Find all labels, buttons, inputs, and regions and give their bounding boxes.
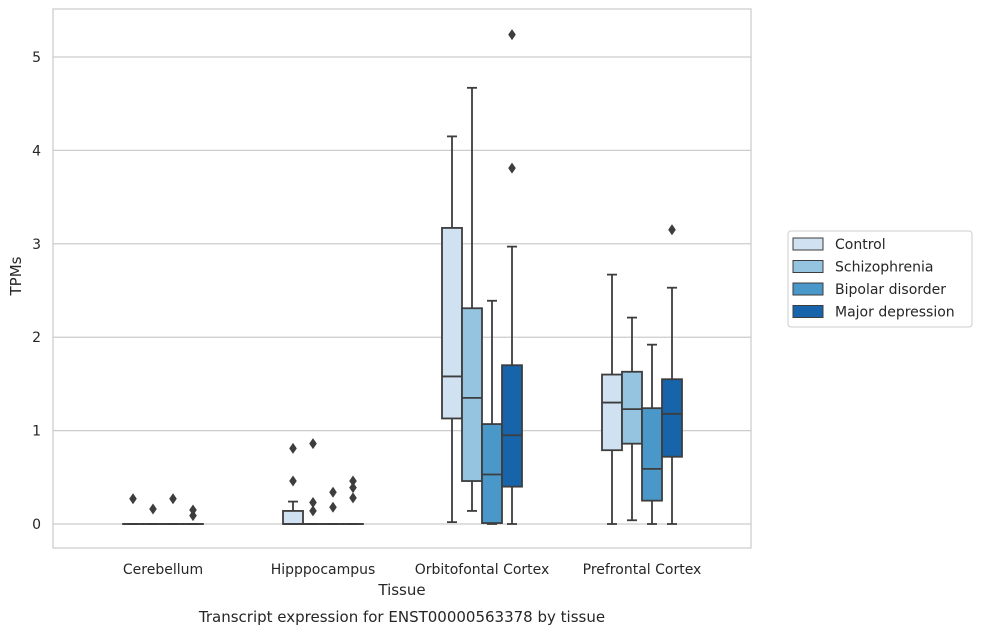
outlier-point [309,505,317,517]
box-1-0 [282,442,304,525]
x-tick-label: Orbitofontal Cortex [415,562,550,578]
box-body [601,373,623,452]
outlier-point [668,224,676,236]
outlier-point [329,501,337,513]
outlier-point [349,475,357,487]
x-tick-label: Hipppocampus [271,562,376,578]
legend-label: Schizophrenia [835,260,933,276]
outlier-point [189,510,197,522]
plot-frame [52,8,752,549]
box-1-1 [302,438,324,525]
box-body [641,407,663,502]
box-1-2 [322,486,344,525]
legend-frame [787,230,973,328]
box-body [501,364,523,488]
box-body [621,370,643,445]
legend-swatch [792,260,824,273]
outlier-point [129,493,137,505]
box-body [282,510,304,525]
legend-swatch [792,237,824,251]
outlier-point [189,504,197,516]
outlier-point [329,486,337,498]
x-tick-label: Prefrontal Cortex [583,562,702,578]
legend-label: Control [835,237,886,253]
box-body [661,378,683,458]
legend-label: Major depression [835,305,955,321]
box-3-0 [601,273,623,525]
box-1-3 [342,475,364,525]
box-3-3 [661,224,683,525]
outlier-point [309,497,317,509]
box-2-0 [441,135,463,524]
box-body [481,423,503,524]
box-0-3 [182,504,204,525]
box-body [461,307,483,482]
x-tick-label: Cerebellum [123,562,203,578]
legend-swatch [792,305,824,318]
legend-swatch [792,282,824,296]
y-tick-label: 1 [32,424,41,440]
y-tick-label: 4 [32,143,41,159]
outlier-point [508,29,516,41]
legend: Control Schizophrenia Bipolar disorder Majo… [787,230,973,328]
outlier-point [309,438,317,450]
y-tick-labels: 0 1 2 3 4 5 [32,50,41,533]
boxes [122,29,683,525]
y-tick-label: 0 [32,517,41,533]
x-axis-label: Tissue [377,581,425,599]
y-tick-label: 2 [32,330,41,346]
outlier-point [349,492,357,504]
legend-label: Bipolar disorder [835,282,946,298]
box-0-2 [162,493,184,525]
box-2-3 [501,29,523,525]
outlier-point [289,475,297,487]
outlier-point [349,482,357,494]
y-tick-label: 5 [32,50,41,66]
box-body [441,227,463,420]
x-tick-labels: Cerebellum Hipppocampus Orbitofontal Corte… [123,562,701,578]
chart-caption: Transcript expression for ENST0000056337… [198,608,605,626]
box-2-1 [461,86,483,512]
y-axis-label: TPMs [7,256,25,296]
outlier-point [508,162,516,174]
outlier-point [149,503,157,515]
y-tick-label: 3 [32,237,41,253]
outlier-point [169,493,177,505]
outlier-point [289,442,297,454]
